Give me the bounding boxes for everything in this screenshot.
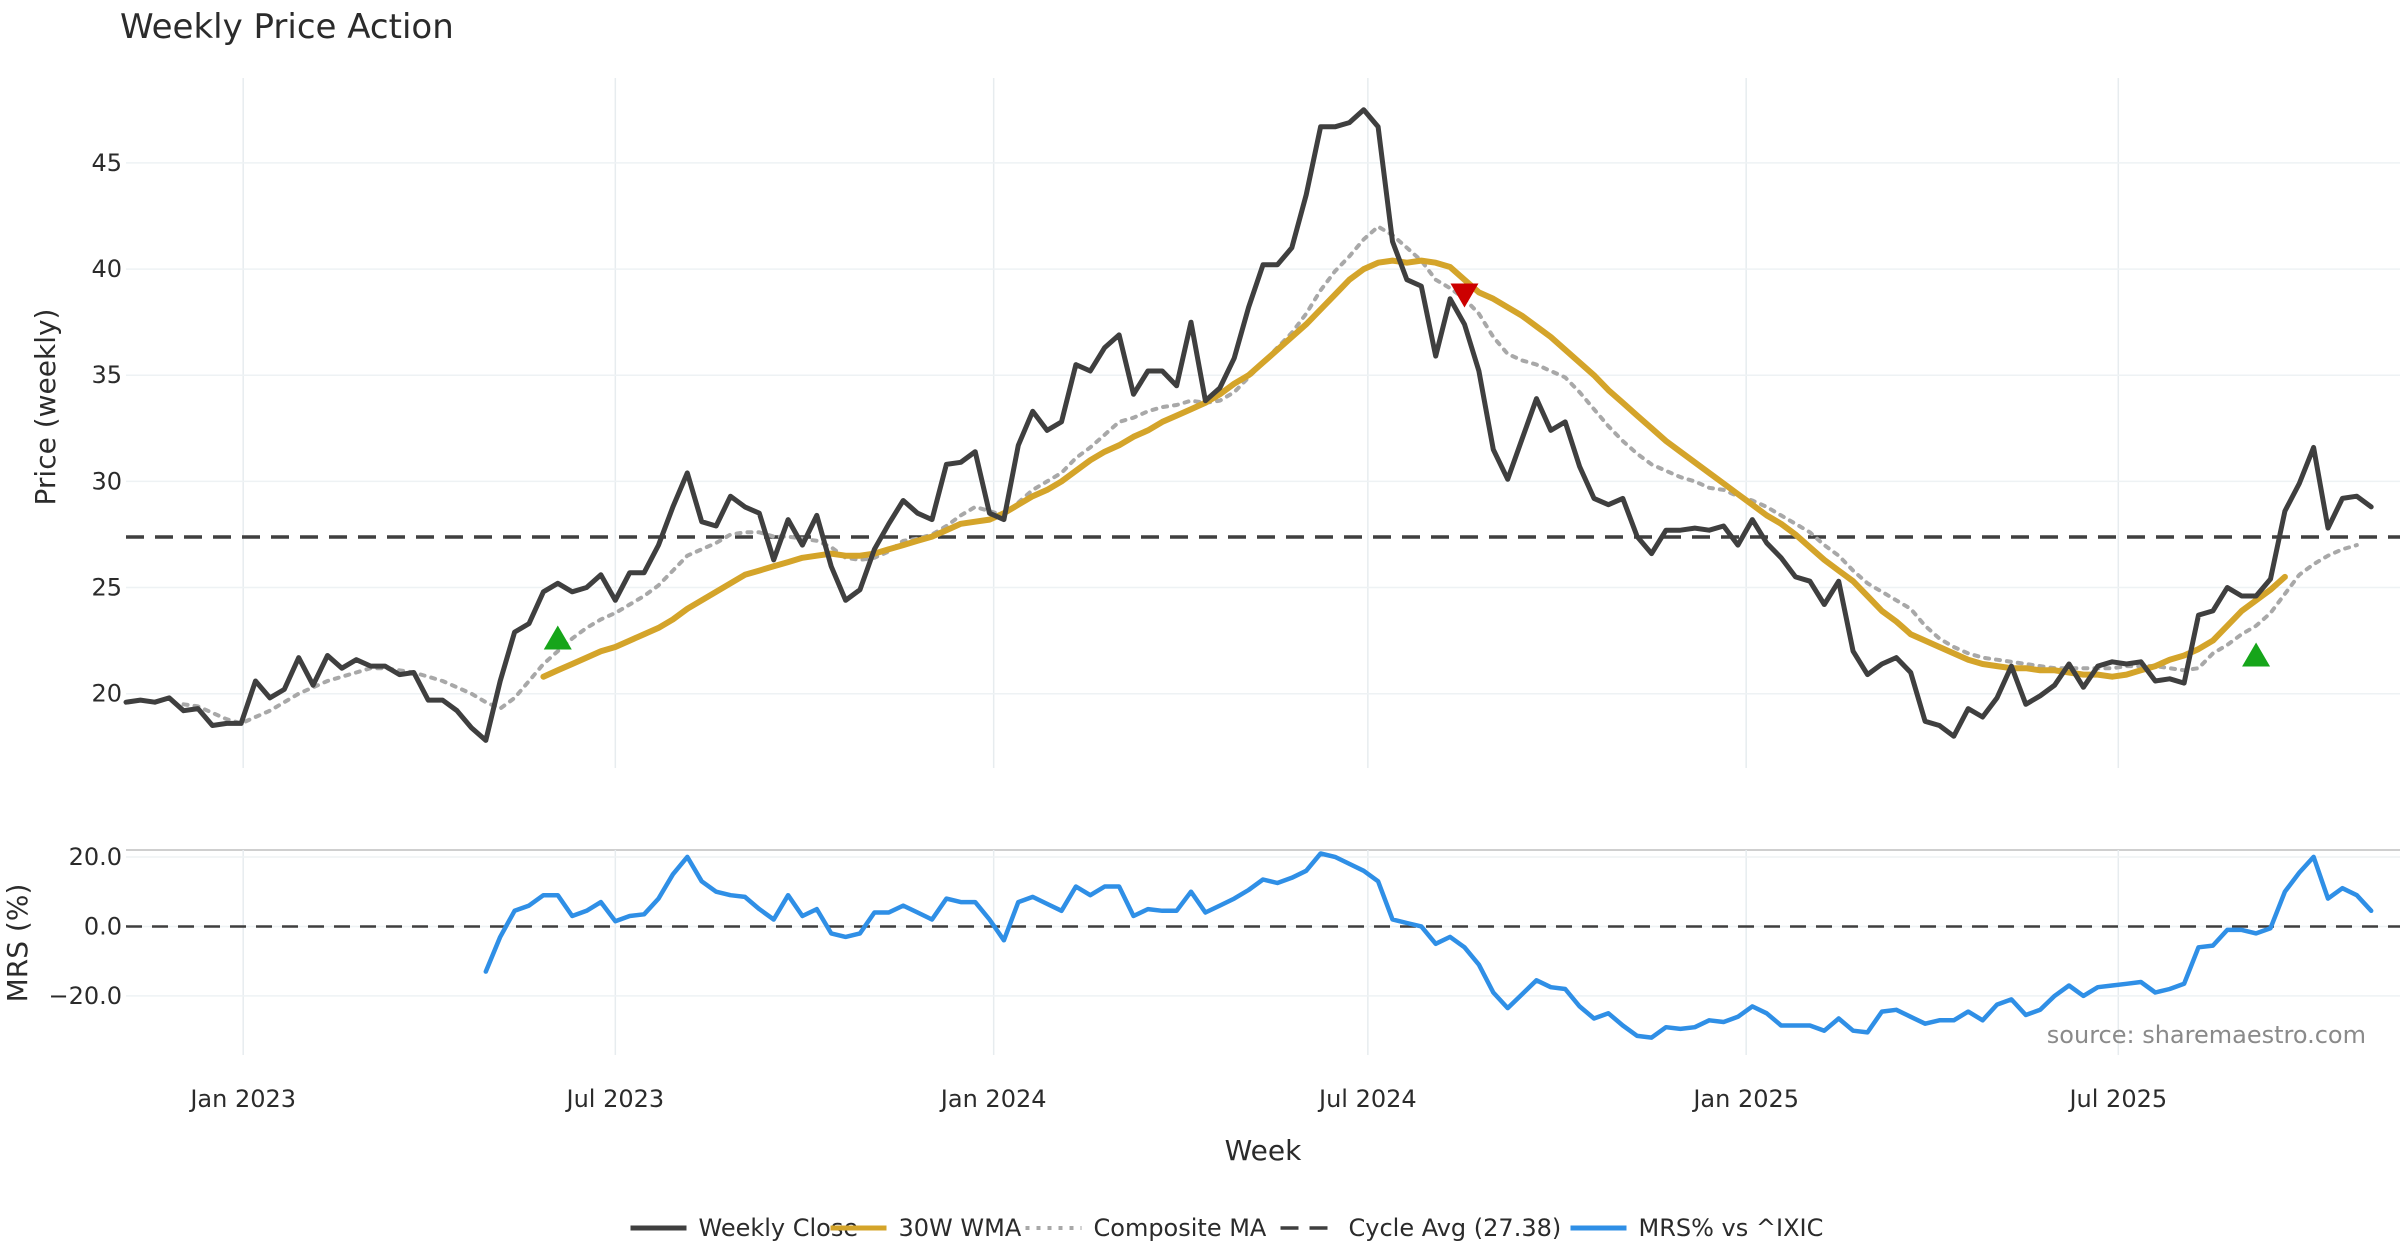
mrs-y-axis-title: MRS (%): [1, 884, 34, 1003]
price-series: [123, 107, 2374, 743]
signal-markers: [543, 283, 2271, 667]
legend-label: MRS% vs ^IXIC: [1639, 1214, 1824, 1242]
legend-entry: 30W WMA: [830, 1214, 1022, 1242]
mrs-y-tick-label: 20.0: [69, 843, 122, 871]
buy-signal-marker: [543, 625, 572, 650]
legend-entry: Weekly Close: [630, 1214, 858, 1242]
x-tick-label: Jul 2024: [1317, 1085, 1417, 1113]
x-tick-label: Jul 2025: [2067, 1085, 2167, 1113]
price-y-tick-label: 25: [91, 574, 122, 602]
legend: Weekly Close 30W WMA Composite MA Cycle Avg…: [630, 1214, 1824, 1242]
x-axis-title: Week: [1225, 1134, 1302, 1167]
x-axis-ticks: Jan 2023 Jul 2023 Jan 2024 Jul 2024 Jan 2025…: [188, 1085, 2167, 1113]
x-tick-label: Jan 2023: [188, 1085, 296, 1113]
legend-entry: Cycle Avg (27.38): [1280, 1214, 1562, 1242]
mrs-y-tick-label: −20.0: [48, 982, 122, 1010]
legend-entry: Composite MA: [1025, 1214, 1267, 1242]
sell-signal-marker: [1450, 283, 1479, 308]
price-y-tick-label: 20: [91, 680, 122, 708]
mrs-series: [483, 851, 2374, 1040]
price-y-tick-label: 35: [91, 361, 122, 389]
series-30w-wma: [540, 257, 2288, 680]
legend-label: Composite MA: [1094, 1214, 1267, 1242]
mrs-y-ticks: −20.0 0.0 20.0: [48, 843, 122, 1010]
legend-label: 30W WMA: [899, 1214, 1022, 1242]
legend-label: Cycle Avg (27.38): [1349, 1214, 1562, 1242]
buy-signal-marker: [2242, 642, 2271, 667]
price-y-ticks: 20 25 30 35 40 45: [91, 149, 122, 708]
price-y-axis-title: Price (weekly): [29, 309, 62, 506]
price-y-tick-label: 45: [91, 149, 122, 177]
chart-title: Weekly Price Action: [120, 7, 454, 47]
x-tick-label: Jan 2025: [1691, 1085, 1799, 1113]
price-gridlines: [126, 78, 2400, 768]
price-panel: 20 25 30 35 40 45: [91, 78, 2400, 768]
mrs-y-tick-label: 0.0: [84, 912, 122, 940]
source-note: source: sharemaestro.com: [2047, 1021, 2366, 1049]
x-tick-label: Jan 2024: [939, 1085, 1047, 1113]
price-y-tick-label: 30: [91, 467, 122, 495]
mrs-panel: −20.0 0.0 20.0: [48, 843, 2400, 1055]
legend-entry: MRS% vs ^IXIC: [1570, 1214, 1824, 1242]
series-mrs: [483, 851, 2374, 1040]
price-y-tick-label: 40: [91, 255, 122, 283]
series-weekly-close: [123, 107, 2374, 743]
x-tick-label: Jul 2023: [565, 1085, 665, 1113]
